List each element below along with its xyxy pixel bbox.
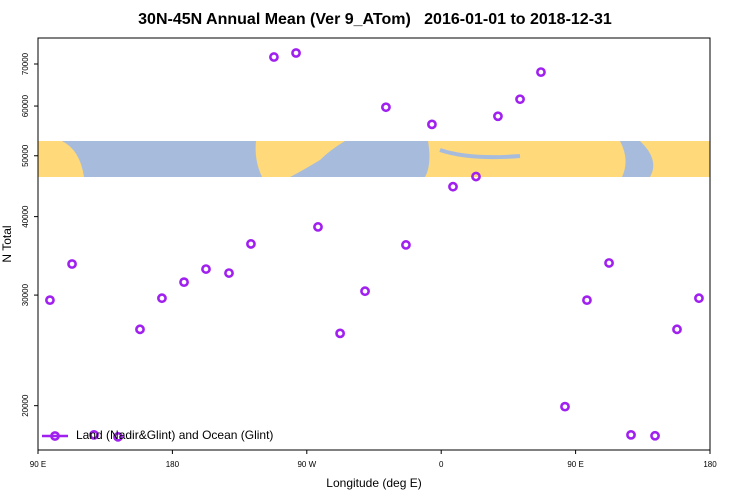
data-point — [493, 111, 503, 122]
x-tick-label: 0 — [439, 460, 444, 469]
data-point — [135, 324, 145, 335]
y-tick-label: 20000 — [21, 394, 30, 417]
data-point — [360, 286, 370, 297]
data-point — [157, 293, 167, 304]
y-tick-label: 30000 — [21, 283, 30, 306]
data-point — [694, 293, 704, 304]
data-point — [626, 429, 636, 440]
y-tick-label: 50000 — [21, 144, 30, 167]
data-point — [427, 119, 437, 130]
data-point — [179, 277, 189, 288]
data-point — [269, 52, 279, 62]
legend-marker — [50, 431, 60, 441]
data-point — [582, 295, 592, 306]
x-axis-label: Longitude (deg E) — [326, 476, 421, 490]
chart-title: 30N-45N Annual Mean (Ver 9_ATom) 2016-01… — [138, 11, 612, 28]
data-point — [401, 240, 411, 250]
x-tick-label: 180 — [703, 460, 717, 469]
data-point — [381, 102, 391, 113]
data-point — [67, 259, 77, 269]
data-point — [515, 94, 525, 105]
data-point — [224, 268, 234, 278]
data-point — [604, 258, 614, 268]
data-point — [335, 328, 346, 339]
plot-frame — [37, 37, 711, 451]
data-point — [89, 429, 99, 440]
y-tick-label: 70000 — [21, 52, 30, 75]
data-point — [313, 222, 323, 232]
data-point — [650, 430, 660, 441]
data-point — [471, 171, 481, 182]
data-point — [201, 264, 211, 274]
data-point — [672, 324, 682, 335]
x-tick-label: 90 E — [567, 460, 583, 469]
x-tick-label: 90 E — [30, 460, 46, 469]
legend-label: Land (Nadir&Glint) and Ocean (Glint) — [76, 428, 273, 442]
y-tick-label: 40000 — [21, 205, 30, 228]
data-point — [448, 181, 458, 192]
map-band — [38, 141, 710, 177]
x-tick-label: 90 W — [297, 460, 316, 469]
data-point — [291, 48, 301, 58]
data-point — [113, 431, 123, 442]
y-axis-label: N Total — [0, 225, 14, 262]
data-point — [246, 239, 256, 249]
data-point — [45, 295, 55, 306]
data-point — [536, 67, 546, 78]
data-point — [560, 401, 570, 412]
x-tick-label: 180 — [166, 460, 180, 469]
y-tick-label: 60000 — [21, 94, 30, 117]
